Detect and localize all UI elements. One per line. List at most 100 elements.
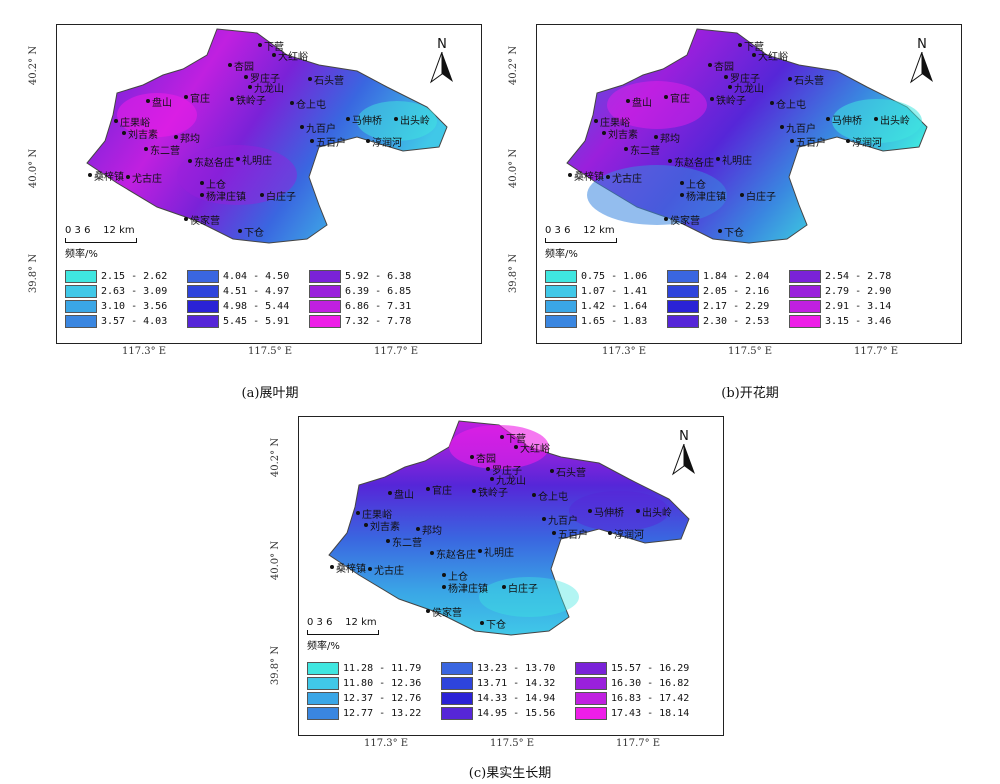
lon-label: 117.3° E — [122, 346, 167, 357]
legend-swatch — [309, 285, 341, 298]
legend-item: 17.43 - 18.14 — [575, 706, 705, 721]
legend-range: 2.91 - 3.14 — [825, 301, 892, 312]
legend-item: 5.45 - 5.91 — [187, 314, 305, 329]
legend-item: 6.86 - 7.31 — [309, 299, 427, 314]
legend-item: 2.17 - 2.29 — [667, 299, 785, 314]
legend-swatch — [575, 692, 607, 705]
legend-swatch — [65, 300, 97, 313]
legend-swatch — [441, 662, 473, 675]
lon-label: 117.7° E — [854, 346, 899, 357]
legend-range: 3.15 - 3.46 — [825, 316, 892, 327]
legend-range: 2.63 - 3.09 — [101, 286, 168, 297]
legend-item: 15.57 - 16.29 — [575, 661, 705, 676]
legend-range: 2.30 - 2.53 — [703, 316, 770, 327]
legend-swatch — [789, 315, 821, 328]
county-region-c — [328, 420, 690, 636]
map-panel-c: N 0 3 6 12 km 频率/% 11.28 - 11.79 11.80 - … — [298, 416, 724, 736]
legend-swatch — [65, 315, 97, 328]
lat-label: 40.2° N — [508, 45, 520, 86]
legend-item: 2.05 - 2.16 — [667, 284, 785, 299]
county-region-a — [86, 28, 448, 244]
legend-swatch — [307, 707, 339, 720]
legend-swatch — [667, 270, 699, 283]
legend-item: 1.84 - 2.04 — [667, 269, 785, 284]
legend-range: 6.86 - 7.31 — [345, 301, 412, 312]
scale-label: 0 3 6 12 km — [65, 225, 135, 236]
lon-label: 117.7° E — [616, 738, 661, 749]
north-label: N — [679, 429, 689, 444]
legend-b: 0.75 - 1.06 1.07 - 1.41 1.42 - 1.64 1.65 - … — [545, 269, 907, 329]
legend-range: 6.39 - 6.85 — [345, 286, 412, 297]
legend-item: 5.92 - 6.38 — [309, 269, 427, 284]
legend-range: 2.05 - 2.16 — [703, 286, 770, 297]
legend-item: 2.79 - 2.90 — [789, 284, 907, 299]
lon-label: 117.5° E — [728, 346, 773, 357]
scale-bar-a: 0 3 6 12 km 频率/% — [65, 225, 137, 260]
legend-swatch — [575, 677, 607, 690]
lon-label: 117.5° E — [490, 738, 535, 749]
legend-range: 12.77 - 13.22 — [343, 708, 422, 719]
legend-swatch — [309, 270, 341, 283]
lon-label: 117.5° E — [248, 346, 293, 357]
north-arrow-icon — [671, 443, 695, 476]
north-arrow-icon — [429, 51, 453, 84]
legend-swatch — [441, 677, 473, 690]
legend-range: 16.83 - 17.42 — [611, 693, 690, 704]
legend-item: 2.91 - 3.14 — [789, 299, 907, 314]
map-c-svg — [328, 420, 690, 636]
legend-swatch — [789, 300, 821, 313]
legend-swatch — [187, 300, 219, 313]
legend-range: 16.30 - 16.82 — [611, 678, 690, 689]
north-label: N — [917, 37, 927, 52]
legend-item: 4.98 - 5.44 — [187, 299, 305, 314]
legend-range: 13.23 - 13.70 — [477, 663, 556, 674]
legend-swatch — [187, 315, 219, 328]
legend-swatch — [441, 707, 473, 720]
legend-item: 14.33 - 14.94 — [441, 691, 571, 706]
legend-swatch — [789, 270, 821, 283]
legend-range: 1.65 - 1.83 — [581, 316, 648, 327]
legend-range: 7.32 - 7.78 — [345, 316, 412, 327]
legend-swatch — [307, 662, 339, 675]
legend-range: 3.10 - 3.56 — [101, 301, 168, 312]
legend-range: 5.92 - 6.38 — [345, 271, 412, 282]
legend-range: 0.75 - 1.06 — [581, 271, 648, 282]
legend-range: 14.95 - 15.56 — [477, 708, 556, 719]
legend-range: 2.54 - 2.78 — [825, 271, 892, 282]
legend-item: 14.95 - 15.56 — [441, 706, 571, 721]
legend-range: 4.51 - 4.97 — [223, 286, 290, 297]
legend-range: 17.43 - 18.14 — [611, 708, 690, 719]
legend-range: 2.15 - 2.62 — [101, 271, 168, 282]
lat-label: 40.0° N — [508, 148, 520, 189]
legend-range: 12.37 - 12.76 — [343, 693, 422, 704]
legend-swatch — [187, 270, 219, 283]
legend-range: 4.98 - 5.44 — [223, 301, 290, 312]
legend-c: 11.28 - 11.79 11.80 - 12.36 12.37 - 12.76 1… — [307, 661, 705, 721]
north-arrow-icon — [909, 51, 933, 84]
legend-swatch — [65, 285, 97, 298]
legend-item: 1.07 - 1.41 — [545, 284, 663, 299]
legend-range: 11.28 - 11.79 — [343, 663, 422, 674]
lat-label: 40.0° N — [270, 540, 282, 581]
legend-range: 1.07 - 1.41 — [581, 286, 648, 297]
lat-label: 40.0° N — [28, 148, 40, 189]
legend-swatch — [789, 285, 821, 298]
legend-item: 0.75 - 1.06 — [545, 269, 663, 284]
legend-item: 2.30 - 2.53 — [667, 314, 785, 329]
legend-item: 2.15 - 2.62 — [65, 269, 183, 284]
legend-swatch — [667, 285, 699, 298]
legend-item: 12.77 - 13.22 — [307, 706, 437, 721]
legend-swatch — [307, 677, 339, 690]
lat-label: 40.2° N — [270, 437, 282, 478]
map-panel-a: N 0 3 6 12 km 频率/% 2.15 - 2.62 2.63 - 3.0… — [56, 24, 482, 344]
legend-range: 1.84 - 2.04 — [703, 271, 770, 282]
lat-label: 39.8° N — [28, 253, 40, 294]
legend-swatch — [187, 285, 219, 298]
legend-item: 4.04 - 4.50 — [187, 269, 305, 284]
legend-range: 2.79 - 2.90 — [825, 286, 892, 297]
legend-item: 7.32 - 7.78 — [309, 314, 427, 329]
legend-swatch — [309, 315, 341, 328]
legend-item: 12.37 - 12.76 — [307, 691, 437, 706]
lon-label: 117.3° E — [602, 346, 647, 357]
legend-swatch — [545, 270, 577, 283]
